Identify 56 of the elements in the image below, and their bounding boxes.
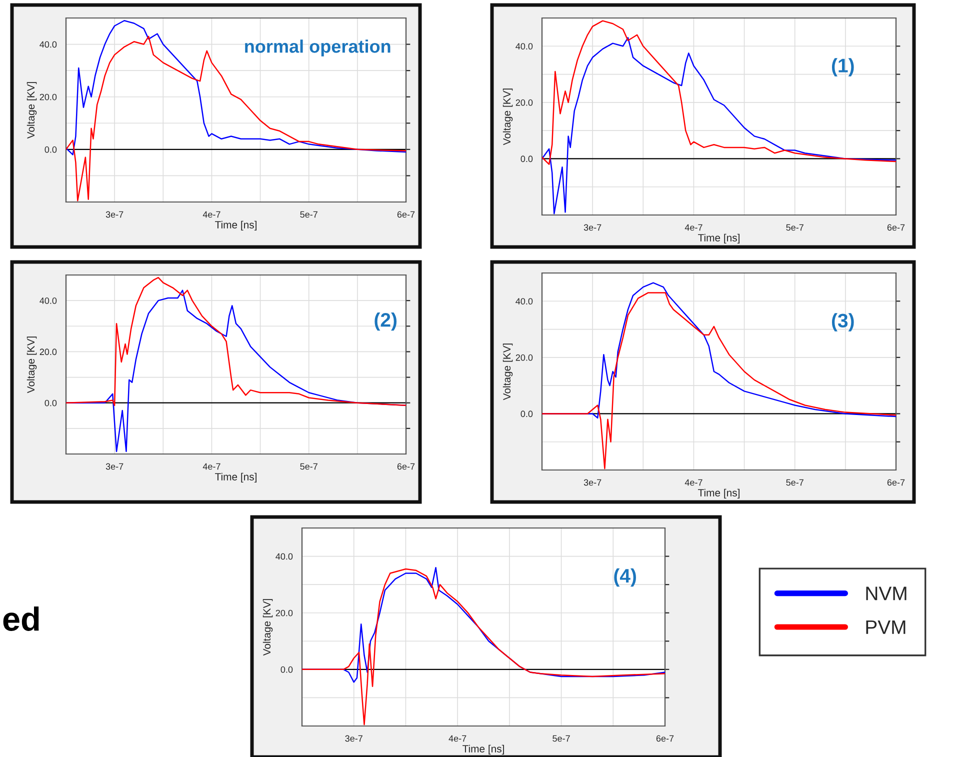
line-series — [66, 20, 406, 156]
x-tick-label: 4e-7 — [202, 463, 220, 470]
y-tick-label: 0.0 — [44, 146, 57, 153]
x-tick-label: 5e-7 — [300, 463, 318, 470]
x-axis-title: Time [ns] — [215, 220, 256, 231]
text: ed — [3, 606, 39, 631]
x-tick-label: 5e-7 — [552, 735, 570, 742]
x-tick-label: 3e-7 — [345, 735, 362, 742]
x-axis-title: Time [ns] — [215, 472, 256, 483]
x-axis-title: Time [ns] — [698, 488, 740, 499]
x-tick-label: 4e-7 — [684, 224, 702, 231]
line-series — [542, 20, 896, 165]
x-tick-label: 4e-7 — [684, 479, 702, 486]
y-tick-label: 40.0 — [516, 298, 533, 305]
x-tick-label: 3e-7 — [584, 224, 602, 231]
y-tick-label: 20.0 — [276, 610, 293, 616]
y-tick-label: 0.0 — [44, 400, 57, 406]
y-axis-title: Voltage [KV] — [502, 88, 513, 146]
x-tick-label: 4e-7 — [202, 211, 220, 218]
legend-label: NVM — [866, 586, 906, 600]
annotation: (4) — [614, 568, 636, 587]
y-axis-title: Voltage [KV] — [26, 336, 37, 394]
annotation: (1) — [832, 58, 854, 76]
x-tick-label: 3e-7 — [106, 211, 124, 218]
annotation: normal operation — [245, 40, 390, 56]
x-tick-label: 6e-7 — [887, 479, 905, 486]
y-tick-label: 0.0 — [520, 410, 533, 418]
x-tick-label: 6e-7 — [397, 211, 415, 218]
x-tick-label: 3e-7 — [106, 463, 124, 470]
x-axis-title: Time [ns] — [698, 234, 740, 244]
x-tick-label: 3e-7 — [584, 479, 602, 486]
y-axis-title: Voltage [KV] — [262, 599, 273, 656]
x-tick-label: 6e-7 — [397, 463, 415, 470]
y-tick-label: 40.0 — [40, 298, 57, 304]
x-tick-label: 6e-7 — [656, 735, 674, 742]
legend-label: PVM — [866, 620, 906, 634]
x-axis-title: Time [ns] — [462, 744, 504, 755]
x-tick-label: 5e-7 — [300, 211, 318, 218]
y-axis-title: Voltage [KV] — [502, 344, 513, 400]
y-tick-label: 0.0 — [280, 666, 293, 673]
y-tick-label: 20.0 — [40, 348, 57, 356]
y-tick-label: 20.0 — [516, 354, 533, 361]
x-tick-label: 5e-7 — [786, 224, 804, 231]
y-tick-label: 40.0 — [516, 43, 533, 50]
y-tick-label: 20.0 — [40, 94, 57, 100]
y-tick-label: 20.0 — [516, 99, 533, 106]
y-tick-label: 40.0 — [40, 41, 57, 48]
annotation: (2) — [374, 312, 397, 331]
line-series — [66, 276, 406, 406]
x-tick-label: 4e-7 — [448, 735, 466, 742]
x-tick-label: 6e-7 — [887, 224, 905, 231]
x-tick-label: 5e-7 — [786, 479, 804, 486]
y-tick-label: 40.0 — [276, 553, 293, 560]
y-axis-title: Voltage [KV] — [26, 82, 37, 139]
annotation: (3) — [832, 313, 854, 332]
y-tick-label: 0.0 — [520, 156, 533, 162]
